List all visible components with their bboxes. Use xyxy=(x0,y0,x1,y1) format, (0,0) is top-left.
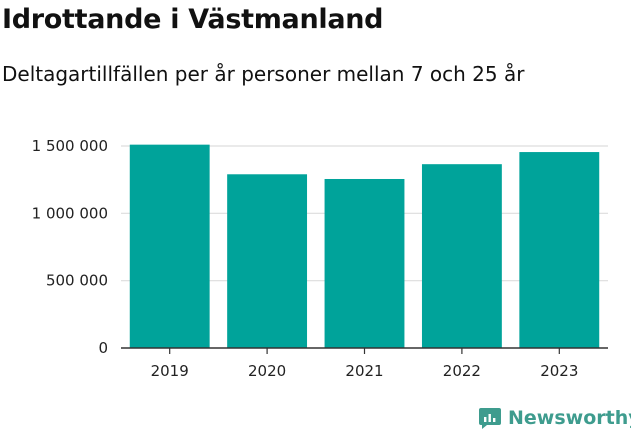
y-tick-label: 1 500 000 xyxy=(32,137,108,155)
x-tick-label: 2020 xyxy=(248,362,286,380)
bar xyxy=(421,164,502,348)
x-tick-label: 2023 xyxy=(540,362,578,380)
bar xyxy=(324,178,405,348)
bar xyxy=(227,174,308,348)
chart-subtitle: Deltagartillfällen per år personer mella… xyxy=(2,62,525,86)
x-tick-label: 2021 xyxy=(345,362,383,380)
x-tick-label: 2019 xyxy=(151,362,189,380)
bar xyxy=(129,144,210,348)
y-tick-label: 1 000 000 xyxy=(32,204,108,222)
newsworthy-logo: Newsworthy xyxy=(478,406,631,430)
y-tick-label: 0 xyxy=(98,339,108,357)
x-tick-label: 2022 xyxy=(443,362,481,380)
newsworthy-logo-icon xyxy=(479,408,501,429)
y-tick-label: 500 000 xyxy=(46,272,108,290)
bar xyxy=(519,152,600,348)
chart-title: Idrottande i Västmanland xyxy=(2,4,384,35)
bar-chart: 0 500 000 1 000 000 1 500 000 2019 2020 2021 20… xyxy=(32,137,608,380)
newsworthy-logo-text: Newsworthy xyxy=(508,407,631,429)
